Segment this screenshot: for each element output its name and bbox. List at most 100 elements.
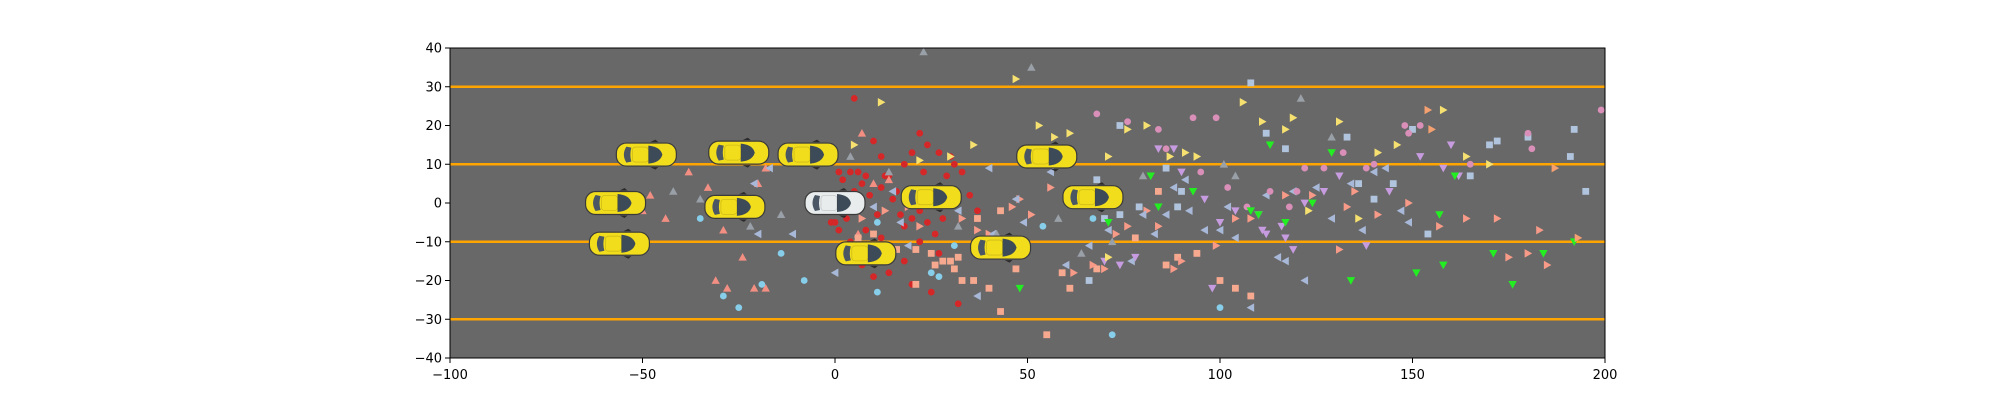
data-point-square: [970, 277, 977, 284]
data-point-circle: [916, 238, 924, 246]
y-tick-label: 0: [434, 197, 442, 212]
vehicle-windshield: [1094, 188, 1109, 207]
data-point-circle: [873, 218, 881, 226]
data-point-square: [1162, 261, 1170, 269]
data-point-triangle-left: [1273, 253, 1282, 262]
data-point-triangle-left: [1346, 179, 1355, 188]
data-point-triangle-left: [1231, 233, 1239, 243]
data-point-triangle-left: [1404, 218, 1413, 227]
data-point-square: [1135, 203, 1143, 211]
data-point-triangle-up: [711, 276, 720, 284]
vehicle-roof: [916, 189, 934, 206]
data-point-triangle-right: [1343, 202, 1352, 212]
data-point-square: [985, 284, 993, 292]
vehicle-windshield: [837, 194, 851, 212]
data-point-square: [1282, 145, 1289, 153]
vehicle-windshield: [867, 244, 882, 263]
data-point-triangle-up: [919, 48, 928, 56]
data-point-triangle-right: [1181, 148, 1190, 157]
vehicle-mirror: [1096, 182, 1105, 185]
data-point-square: [1116, 122, 1124, 129]
vehicle: [615, 139, 677, 170]
y-tick-label: 30: [425, 80, 442, 95]
data-point-circle: [924, 218, 931, 226]
data-point-triangle-right: [1436, 222, 1444, 231]
data-point-triangle-left: [1150, 229, 1158, 239]
data-point-triangle-down: [1104, 219, 1113, 227]
x-tick-label: 150: [1400, 368, 1425, 383]
data-point-triangle-down: [1208, 284, 1217, 293]
data-point-square: [1093, 265, 1101, 273]
data-point-triangle-left: [1127, 256, 1135, 266]
vehicle-roof: [820, 195, 838, 211]
vehicle-windshield: [736, 197, 751, 216]
vehicle-roof: [601, 195, 618, 211]
x-tick-label: −100: [432, 368, 468, 383]
data-point-triangle-down: [1346, 277, 1356, 285]
data-point-square: [1216, 277, 1224, 284]
vehicle-mirror: [623, 228, 632, 232]
data-point-circle: [889, 195, 897, 203]
vehicle-roof: [724, 144, 742, 161]
data-point-triangle-up: [1108, 237, 1117, 246]
data-point-triangle-right: [1524, 249, 1533, 258]
data-point-circle: [924, 141, 931, 149]
data-point-triangle-up: [1077, 249, 1086, 257]
data-point-triangle-left: [954, 206, 962, 215]
vehicle-mirror: [839, 188, 847, 191]
vehicle-mirror: [742, 137, 751, 141]
data-point-triangle-right: [1439, 105, 1448, 115]
data-point-circle: [835, 226, 843, 234]
data-point-triangle-down: [1435, 211, 1444, 219]
data-point-square: [1174, 253, 1182, 261]
data-point-triangle-up: [846, 152, 855, 160]
data-point-circle: [1320, 164, 1328, 172]
data-point-triangle-right: [1309, 191, 1317, 200]
vehicle-windshield: [740, 143, 755, 162]
data-point-circle: [800, 277, 808, 284]
data-point-triangle-up: [1054, 214, 1063, 222]
vehicle-mirror: [1050, 141, 1059, 144]
data-point-triangle-right: [1239, 98, 1248, 107]
data-point-triangle-up: [761, 284, 770, 292]
data-point-circle: [1362, 164, 1370, 172]
data-point-triangle-right: [1166, 152, 1175, 161]
data-point-circle: [847, 168, 854, 176]
data-point-circle: [927, 288, 935, 296]
data-point-circle: [1266, 187, 1274, 195]
data-point-triangle-left: [888, 187, 897, 196]
data-point-triangle-right: [1551, 163, 1560, 173]
data-point-triangle-right: [1112, 229, 1121, 239]
data-point-triangle-up: [761, 163, 770, 172]
y-tick-label: −40: [415, 352, 442, 367]
data-point-triangle-down: [1258, 226, 1267, 235]
data-point-triangle-down: [1265, 141, 1275, 150]
data-point-triangle-left: [1358, 225, 1366, 235]
vehicle-rear-window: [1070, 189, 1078, 206]
data-point-circle: [1405, 129, 1413, 137]
data-point-triangle-down: [1335, 172, 1344, 181]
data-point-circle: [839, 176, 847, 184]
vehicle-windshield: [1048, 147, 1063, 166]
data-point-triangle-right: [916, 156, 924, 165]
data-point-triangle-left: [1161, 210, 1170, 219]
data-point-circle: [885, 269, 893, 277]
data-point-square: [1178, 187, 1185, 195]
vehicle: [1016, 141, 1078, 172]
data-point-triangle-right: [1104, 152, 1113, 161]
data-point-square: [958, 277, 966, 284]
data-point-circle: [1524, 129, 1532, 137]
data-point-triangle-right: [970, 140, 978, 150]
data-point-triangle-down: [1281, 219, 1290, 227]
vehicle: [835, 238, 897, 269]
data-point-triangle-down: [1115, 261, 1125, 270]
vehicle-mirror: [935, 182, 944, 185]
data-point-circle: [950, 160, 958, 168]
data-point-triangle-left: [1369, 167, 1378, 177]
data-point-triangle-left: [1169, 183, 1178, 192]
data-point-circle: [858, 180, 866, 188]
data-point-circle: [854, 168, 862, 176]
data-point-triangle-down: [1169, 145, 1178, 153]
y-tick-label: −30: [415, 313, 442, 328]
data-point-triangle-right: [1536, 225, 1544, 235]
